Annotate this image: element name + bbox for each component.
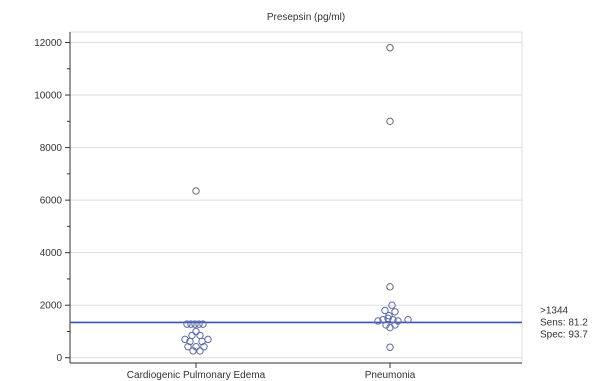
data-point-1-4 [381,306,389,315]
data-point-0-17 [196,347,204,355]
data-point-1-5 [391,308,399,316]
data-point-0-16 [189,347,197,355]
axes-layer [69,32,522,364]
data-point-1-2 [386,283,394,291]
grid-layer [70,31,523,363]
data-point-1-0 [386,44,394,52]
y-tick-label-2000: 2000 [40,301,63,312]
cutoff-layer: >1344 Sens: 81.2 Spec: 93.7 [70,305,588,340]
chart-title: Presepsin (pg/ml) [267,12,345,23]
data-point-0-9 [181,335,189,344]
data-point-0-0 [192,187,200,195]
y-tick-label-8000: 8000 [40,143,63,154]
cutoff-specificity-label: Spec: 93.7 [540,329,588,340]
data-point-0-5 [199,320,207,328]
category-labels: Cardiogenic Pulmonary Edema Pneumonia [127,363,416,381]
data-point-0-4 [195,320,203,328]
y-tick-label-4000: 4000 [40,248,63,259]
data-point-1-16 [386,343,394,351]
data-point-0-1 [183,320,191,328]
category-label-pneumonia: Pneumonia [365,370,416,381]
y-tick-label-0: 0 [56,353,62,364]
data-point-1-13 [382,321,390,329]
y-tick-label-6000: 6000 [40,196,63,207]
data-point-1-1 [386,117,394,126]
cutoff-sensitivity-label: Sens: 81.2 [540,317,588,328]
y-tick-label-12000: 12000 [34,38,62,49]
category-label-cardiogenic: Cardiogenic Pulmonary Edema [127,370,266,381]
data-point-1-9 [384,314,392,323]
data-point-0-13 [184,343,192,351]
data-point-1-12 [404,315,412,324]
data-point-1-3 [388,301,396,309]
data-point-0-12 [204,335,212,344]
y-ticks: 0 2000 4000 6000 8000 10000 12000 [34,38,70,364]
data-point-0-8 [196,331,204,340]
data-point-0-6 [192,327,200,336]
cutoff-threshold-label: >1344 [540,305,569,316]
data-points [181,44,412,355]
data-point-1-15 [386,323,394,332]
data-point-0-15 [200,343,208,351]
data-point-1-7 [374,317,382,325]
data-point-0-7 [188,331,196,340]
y-tick-label-10000: 10000 [34,91,62,102]
data-point-0-2 [187,320,195,328]
data-point-0-3 [191,320,199,328]
